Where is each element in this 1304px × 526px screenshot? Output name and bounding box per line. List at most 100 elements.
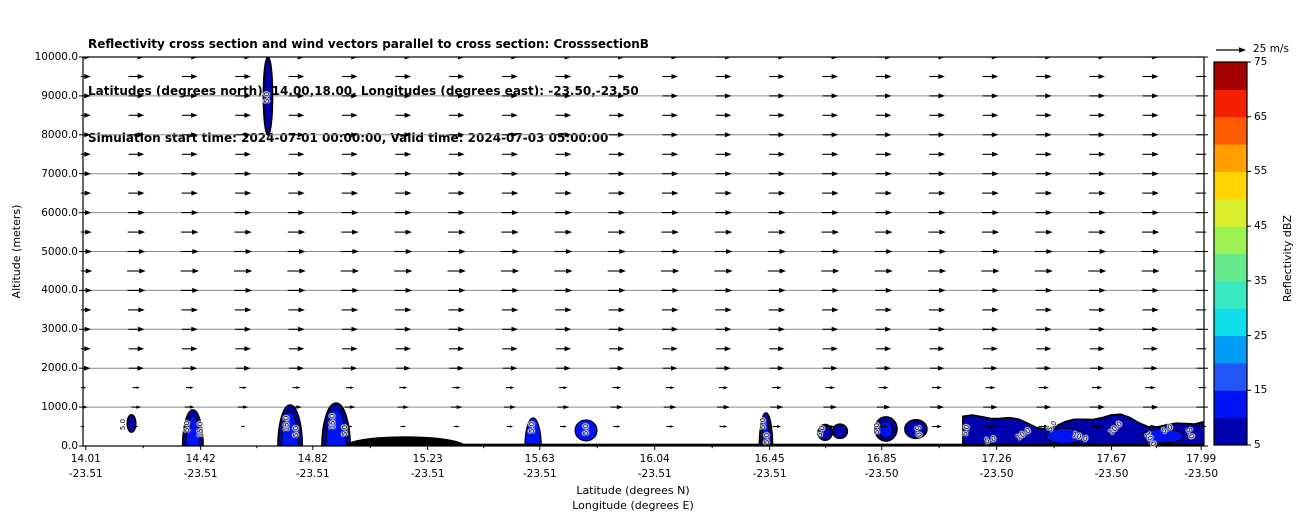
wind-arrow xyxy=(341,190,359,196)
wind-arrow xyxy=(180,287,199,293)
wind-arrow xyxy=(662,346,678,352)
terrain-strip xyxy=(363,443,1204,446)
wind-arrow xyxy=(502,326,518,332)
wind-arrow xyxy=(608,326,625,332)
contour-label: 5.0 xyxy=(759,418,768,430)
wind-arrow xyxy=(662,365,678,371)
wind-arrow xyxy=(929,74,945,79)
wind-arrow xyxy=(448,171,465,177)
wind-arrow xyxy=(128,171,145,177)
wind-arrow xyxy=(607,268,626,274)
wind-arrow xyxy=(182,132,198,138)
gridlines xyxy=(83,95,1204,408)
colorbar-tick-label: 75 xyxy=(1254,56,1268,68)
wind-arrow xyxy=(128,326,145,332)
wind-arrow xyxy=(1196,406,1204,408)
colorbar-tick-label: 45 xyxy=(1254,220,1268,233)
wind-arrow xyxy=(189,425,192,428)
y-tick-label: 7000.0 xyxy=(41,167,78,180)
x-tick-label-lat: 15.63 xyxy=(524,453,555,465)
contour-label: 5.0 xyxy=(183,420,192,432)
wind-arrow xyxy=(447,268,466,274)
wind-arrow xyxy=(879,425,889,429)
wind-arrow xyxy=(555,151,572,157)
wind-arrow xyxy=(1142,171,1159,177)
wind-arrow xyxy=(1089,326,1106,332)
wind-arrow xyxy=(666,425,674,428)
wind-arrow xyxy=(609,112,625,118)
wind-arrow xyxy=(502,112,518,118)
contour-label: 5.0 xyxy=(341,425,350,437)
x-tick-label-lat: 17.67 xyxy=(1096,453,1127,465)
wind-arrow xyxy=(1089,151,1106,157)
wind-arrow xyxy=(661,307,679,313)
colorbar-tick-label: 25 xyxy=(1254,329,1268,342)
wind-arrow xyxy=(985,424,996,429)
wind-arrow xyxy=(1035,229,1053,235)
wind-arrow xyxy=(341,171,358,177)
wind-arrow xyxy=(768,171,786,177)
wind-arrow xyxy=(1089,346,1105,352)
contour-label: 5.0 xyxy=(581,423,590,435)
colorbar-segment xyxy=(1214,144,1247,172)
wind-arrow xyxy=(342,74,358,79)
x-tick-label-lat: 16.45 xyxy=(754,453,785,465)
wind-arrow xyxy=(1088,287,1106,293)
colorbar-segment xyxy=(1214,335,1247,364)
wind-arrow xyxy=(128,346,145,352)
contour-label: 5.0 xyxy=(873,423,882,435)
wind-arrow xyxy=(822,93,839,99)
wind-arrow xyxy=(341,210,359,216)
reflectivity-lens xyxy=(262,57,274,136)
wind-arrow xyxy=(234,229,252,235)
wind-arrow xyxy=(929,171,946,177)
wind-arrow xyxy=(714,268,733,274)
wind-arrow xyxy=(235,346,251,352)
wind-arrow xyxy=(234,249,253,254)
wind-arrow xyxy=(394,229,412,235)
wind-arrow xyxy=(821,249,840,254)
wind-arrow xyxy=(613,425,621,428)
colorbar-segment xyxy=(1214,308,1247,337)
wind-arrow xyxy=(448,210,466,216)
wind-arrow xyxy=(767,268,787,274)
wind-arrow xyxy=(235,132,251,138)
contour-label: 15.0 xyxy=(196,421,205,437)
x-tick-label-lat: 14.82 xyxy=(297,453,328,465)
wind-arrow xyxy=(822,74,839,79)
wind-arrow xyxy=(395,346,411,352)
wind-arrow xyxy=(768,229,786,235)
wind-arrow xyxy=(875,93,892,99)
terrain-hill xyxy=(345,436,465,446)
wind-arrow xyxy=(235,326,252,332)
wind-arrow xyxy=(929,57,945,60)
wind-arrow xyxy=(715,210,732,216)
wind-arrow xyxy=(982,171,999,177)
wind-arrow xyxy=(875,112,892,118)
x-tick-label-lon: -23.51 xyxy=(637,468,672,480)
wind-arrow xyxy=(448,74,465,79)
wind-arrow xyxy=(982,112,999,118)
wind-arrow xyxy=(662,112,678,118)
wind-arrow xyxy=(875,229,893,235)
wind-arrow xyxy=(1145,385,1156,390)
wind-arrow xyxy=(288,57,305,60)
wind-arrow xyxy=(769,132,785,138)
wind-arrow xyxy=(555,326,572,332)
wind-arrow xyxy=(234,287,253,293)
x-tick-label-lon: -23.51 xyxy=(295,468,330,480)
wind-arrow xyxy=(875,132,892,138)
wind-arrow xyxy=(341,229,359,235)
wind-arrow xyxy=(448,229,466,235)
y-tick-label: 4000.0 xyxy=(41,284,78,297)
wind-arrow xyxy=(822,151,839,157)
wind-arrow xyxy=(1144,424,1157,429)
wind-arrow xyxy=(501,249,519,254)
wind-arrow xyxy=(1141,249,1160,254)
wind-arrow xyxy=(875,287,893,293)
x-tick-label-lat: 14.42 xyxy=(185,453,216,465)
wind-arrow xyxy=(768,190,786,196)
wind-arrow xyxy=(609,346,625,352)
wind-arrow xyxy=(769,57,785,60)
wind-arrow xyxy=(1036,132,1052,138)
